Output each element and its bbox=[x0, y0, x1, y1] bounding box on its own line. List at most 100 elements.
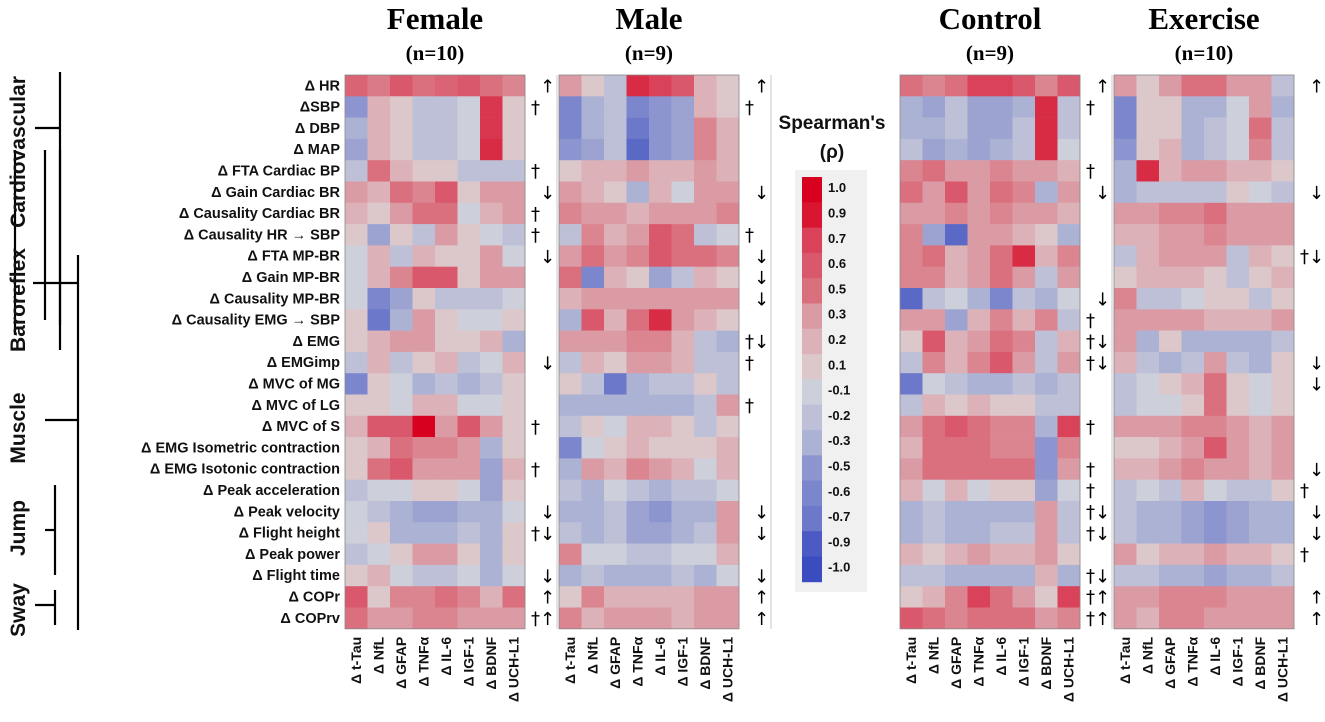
heatmap-cell bbox=[435, 181, 458, 204]
heatmap-cell bbox=[649, 501, 672, 523]
heatmap-cell bbox=[1035, 75, 1058, 97]
heatmap-cell bbox=[1012, 586, 1036, 608]
heatmap-cell bbox=[390, 288, 413, 310]
significance-dagger: † bbox=[1086, 481, 1095, 502]
heatmap-cell bbox=[435, 96, 458, 118]
heatmap-cell bbox=[1012, 202, 1036, 225]
heatmap-cell bbox=[435, 586, 458, 608]
heatmap-cell bbox=[694, 288, 717, 310]
heatmap-cell bbox=[922, 266, 946, 289]
heatmap-cell bbox=[1136, 373, 1160, 395]
heatmap-cell bbox=[345, 202, 368, 225]
heatmap-cell bbox=[1226, 351, 1250, 374]
heatmap-cell bbox=[945, 564, 968, 587]
heatmap-cell bbox=[1057, 309, 1081, 331]
heatmap-cell bbox=[412, 458, 436, 480]
heatmap-cell bbox=[1035, 373, 1058, 395]
heatmap-cell bbox=[390, 415, 413, 438]
heatmap-cell bbox=[626, 415, 650, 438]
heatmap-cell bbox=[1057, 586, 1081, 608]
heatmap-cell bbox=[604, 138, 627, 161]
heatmap-cell bbox=[1271, 586, 1295, 608]
heatmap-cell bbox=[1114, 96, 1137, 118]
heatmap-cell bbox=[1204, 288, 1227, 310]
heatmap-cell bbox=[1271, 266, 1295, 289]
group-label: Sway bbox=[7, 583, 30, 637]
heatmap-cell bbox=[626, 224, 650, 246]
heatmap-cell bbox=[1012, 373, 1036, 395]
row-label: Δ Flight height bbox=[239, 526, 341, 542]
significance-dagger: † bbox=[1086, 332, 1095, 353]
heatmap-cell bbox=[649, 586, 672, 608]
heatmap-cell bbox=[649, 288, 672, 310]
direction-arrow: ↑ bbox=[754, 76, 769, 97]
row-label: Δ Causality EMG → SBP bbox=[172, 313, 341, 329]
heatmap-cell bbox=[1012, 288, 1036, 310]
heatmap-cell bbox=[1035, 202, 1058, 225]
direction-arrow: ↓ bbox=[754, 524, 769, 545]
row-label: Δ EMG bbox=[293, 334, 340, 350]
heatmap-cell bbox=[502, 394, 526, 417]
heatmap-cell bbox=[457, 96, 481, 118]
heatmap-cell bbox=[694, 117, 717, 140]
heatmap-cell bbox=[390, 501, 413, 523]
heatmap-cell bbox=[412, 501, 436, 523]
heatmap-cell bbox=[480, 564, 503, 587]
heatmap-cell bbox=[345, 224, 368, 246]
heatmap-cell bbox=[435, 224, 458, 246]
heatmap-cell bbox=[435, 75, 458, 97]
heatmap-cell bbox=[649, 309, 672, 331]
heatmap-cell bbox=[559, 564, 582, 587]
row-label: Δ MVC of MG bbox=[248, 377, 340, 393]
heatmap-cell bbox=[435, 351, 458, 374]
heatmap-cell bbox=[412, 224, 436, 246]
heatmap-cell bbox=[1159, 266, 1182, 289]
heatmap-cell bbox=[1012, 522, 1036, 544]
heatmap-cell bbox=[480, 96, 503, 118]
heatmap-cell bbox=[649, 160, 672, 182]
heatmap-cell bbox=[1204, 117, 1227, 140]
heatmap-cell bbox=[1249, 607, 1272, 630]
heatmap-cell bbox=[412, 202, 436, 225]
heatmap-cell bbox=[390, 266, 413, 289]
heatmap-cell bbox=[502, 543, 526, 566]
heatmap-cell bbox=[581, 543, 605, 566]
heatmap-cell bbox=[367, 160, 391, 182]
heatmap-cell bbox=[900, 479, 923, 502]
colorbar-swatch bbox=[802, 404, 822, 431]
heatmap-cell bbox=[990, 75, 1013, 97]
heatmap-cell bbox=[604, 224, 627, 246]
heatmap-cell bbox=[457, 288, 481, 310]
heatmap-cell bbox=[1249, 437, 1272, 459]
column-label: Δ NfL bbox=[371, 636, 387, 674]
heatmap-cell bbox=[367, 330, 391, 353]
column-label: Δ IGF-1 bbox=[1230, 637, 1246, 687]
heatmap-cell bbox=[480, 543, 503, 566]
heatmap-cell bbox=[922, 564, 946, 587]
heatmap-cell bbox=[502, 373, 526, 395]
heatmap-cell bbox=[502, 479, 526, 502]
heatmap-cell bbox=[694, 501, 717, 523]
heatmap-cell bbox=[1181, 394, 1205, 417]
column-label: Δ IGF-1 bbox=[461, 637, 477, 687]
heatmap-cell bbox=[967, 607, 991, 630]
heatmap-cell bbox=[1271, 75, 1295, 97]
heatmap-cell bbox=[1057, 501, 1081, 523]
heatmap-cell bbox=[1204, 586, 1227, 608]
heatmap-cell bbox=[694, 522, 717, 544]
heatmap-cell bbox=[604, 245, 627, 267]
heatmap-cell bbox=[1226, 309, 1250, 331]
column-label: Δ UCH-L1 bbox=[720, 637, 736, 702]
row-label: Δ MVC of S bbox=[262, 419, 340, 435]
colorbar-swatch bbox=[802, 177, 822, 203]
heatmap-cell bbox=[990, 479, 1013, 502]
heatmap-cell bbox=[990, 373, 1013, 395]
heatmap-cell bbox=[457, 501, 481, 523]
heatmap-cell bbox=[390, 458, 413, 480]
heatmap-cell bbox=[671, 309, 695, 331]
column-label: Δ NfL bbox=[926, 636, 942, 674]
heatmap-cell bbox=[435, 394, 458, 417]
heatmap-cell bbox=[1012, 309, 1036, 331]
column-label: Δ GFAP bbox=[1162, 637, 1178, 689]
heatmap-cell bbox=[1136, 415, 1160, 438]
